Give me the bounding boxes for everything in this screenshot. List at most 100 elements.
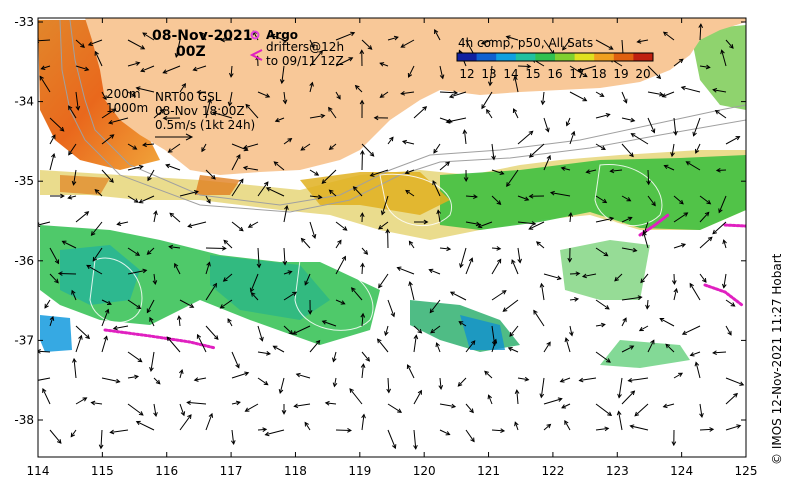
current-arrow (595, 91, 605, 97)
x-tick-label: 122 (541, 464, 564, 478)
y-axis: -33 -34 -35 -36 -37 -38 (14, 15, 746, 427)
current-arrow (245, 103, 259, 119)
current-arrow (205, 195, 211, 204)
current-arrow (569, 325, 574, 337)
current-arrow (309, 194, 323, 200)
current-arrow (659, 318, 675, 327)
current-arrow (176, 315, 182, 327)
current-arrow (569, 91, 588, 102)
current-arrow (595, 299, 610, 310)
current-arrow (507, 347, 519, 353)
current-arrow (465, 257, 474, 275)
current-arrow (127, 39, 146, 50)
current-arrow (465, 429, 475, 443)
current-arrow (127, 374, 140, 380)
current-arrow (127, 91, 137, 97)
argo-label: Argo (266, 28, 298, 42)
colorbar: 12 13 14 15 16 17 18 19 20 (456, 52, 654, 81)
current-arrow (101, 308, 110, 327)
current-arrow (517, 195, 530, 201)
current-arrow (699, 273, 707, 283)
current-arrow (75, 325, 91, 340)
current-arrow (223, 239, 233, 249)
current-arrow (149, 351, 155, 372)
current-arrow (543, 273, 562, 281)
current-arrow (292, 325, 311, 335)
current-arrow (712, 87, 727, 93)
current-arrow (564, 419, 571, 431)
isobath-contours (59, 19, 746, 213)
x-tick-label: 124 (670, 464, 693, 478)
current-arrow (205, 282, 218, 301)
current-arrow (663, 164, 675, 171)
y-tick-label: -38 (14, 413, 34, 427)
current-arrow (407, 65, 415, 78)
current-arrow (378, 273, 389, 289)
current-arrow (445, 117, 467, 124)
current-arrow (187, 221, 207, 229)
current-arrow (49, 429, 62, 444)
drifter-symbol-icon (249, 49, 263, 61)
current-arrow (140, 65, 155, 73)
current-arrow (335, 57, 354, 67)
current-arrow (646, 169, 651, 186)
current-arrow (68, 143, 77, 156)
current-arrow (712, 350, 727, 356)
current-arrow (413, 325, 423, 334)
current-arrow (222, 273, 233, 282)
colorbar-swatch (613, 53, 634, 61)
current-arrow (647, 91, 664, 97)
current-arrow (616, 410, 623, 431)
current-arrow (44, 299, 51, 309)
current-arrow (491, 325, 497, 347)
current-arrow (101, 169, 114, 183)
current-arrow (179, 368, 184, 379)
current-arrow (699, 403, 704, 418)
current-arrow (49, 247, 59, 265)
current-arrow (360, 262, 365, 275)
current-arrow (439, 403, 457, 409)
current-arrow (127, 268, 148, 275)
current-arrow (272, 345, 285, 353)
current-arrow (595, 247, 609, 257)
colorbar-tick-label: 15 (525, 67, 540, 81)
current-arrow (387, 403, 403, 413)
current-arrow (250, 292, 259, 301)
current-arrow (309, 339, 321, 353)
current-arrow (647, 339, 655, 353)
current-arrow (242, 143, 259, 150)
current-arrow (528, 221, 545, 230)
current-arrow (335, 31, 356, 41)
current-arrow (438, 377, 444, 390)
current-arrow (147, 169, 155, 182)
current-arrow (565, 117, 571, 127)
current-arrow (153, 210, 158, 223)
current-arrow (413, 334, 419, 353)
colorbar-tick-label: 13 (481, 67, 496, 81)
current-arrow (350, 287, 363, 301)
current-arrow (673, 195, 684, 205)
current-arrow (408, 281, 415, 301)
current-arrow (70, 429, 77, 438)
current-arrow (680, 85, 701, 93)
current-arrow (595, 426, 610, 432)
current-arrow (621, 295, 643, 301)
colorbar-tick-label: 12 (459, 67, 474, 81)
colorbar-tick-label: 16 (547, 67, 562, 81)
current-arrow (101, 91, 107, 101)
current-arrow (617, 377, 623, 399)
current-arrow (400, 91, 415, 96)
current-arrow (465, 403, 474, 414)
current-arrow (413, 106, 428, 119)
current-arrow (387, 136, 394, 145)
current-arrow (387, 429, 397, 450)
current-arrow (101, 299, 112, 305)
current-arrow (71, 169, 77, 186)
current-arrow (699, 195, 712, 205)
current-arrow (671, 429, 677, 447)
plot-frame (37, 17, 747, 458)
x-tick-label: 123 (606, 464, 629, 478)
current-arrow (714, 109, 727, 119)
current-arrow (448, 91, 467, 99)
current-arrow (205, 169, 216, 180)
